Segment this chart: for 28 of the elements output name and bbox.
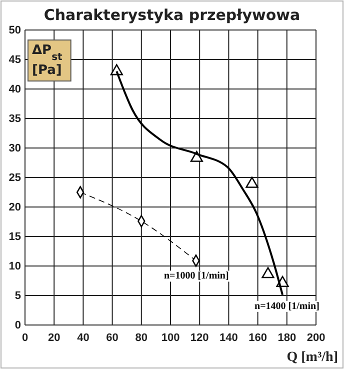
y-tick-label: 50: [8, 24, 21, 37]
x-tick-label: 120: [190, 332, 209, 344]
y-tick-label: 15: [8, 231, 21, 244]
y-tick-label: 30: [8, 142, 21, 155]
x-tick-label: 40: [77, 332, 90, 344]
point: [262, 267, 274, 278]
y-tick-label: 0: [14, 320, 21, 332]
x-tick-label: 20: [48, 332, 60, 344]
y-tick-label: 40: [8, 84, 21, 96]
y-tick-label: 35: [8, 113, 21, 126]
y-tick-label: 5: [14, 290, 21, 302]
x-tick-label: 60: [106, 332, 118, 344]
point: [246, 176, 258, 188]
y-tick-label: 25: [8, 172, 21, 184]
series-label: n=1000 [1/min]: [164, 270, 229, 282]
y-tick-label: 20: [8, 202, 21, 214]
chart-title: Charakterystyka przepływowa: [44, 6, 300, 24]
y-tick-label: 45: [8, 54, 21, 66]
x-tick-label: 160: [248, 332, 267, 344]
y-axis-title: ΔP$_{st}$ [Pa]: [32, 43, 63, 78]
x-axis-title: Q [m³/h]: [286, 350, 338, 365]
x-tick-label: 80: [135, 332, 148, 344]
x-tick-label: 180: [278, 332, 296, 344]
x-tick-label: 100: [161, 332, 180, 344]
series-label: n=1400 [1/min]: [254, 300, 320, 312]
y-tick-label: 10: [8, 260, 21, 273]
x-tick-label: 140: [220, 332, 238, 344]
x-tick-label: 200: [306, 332, 326, 344]
